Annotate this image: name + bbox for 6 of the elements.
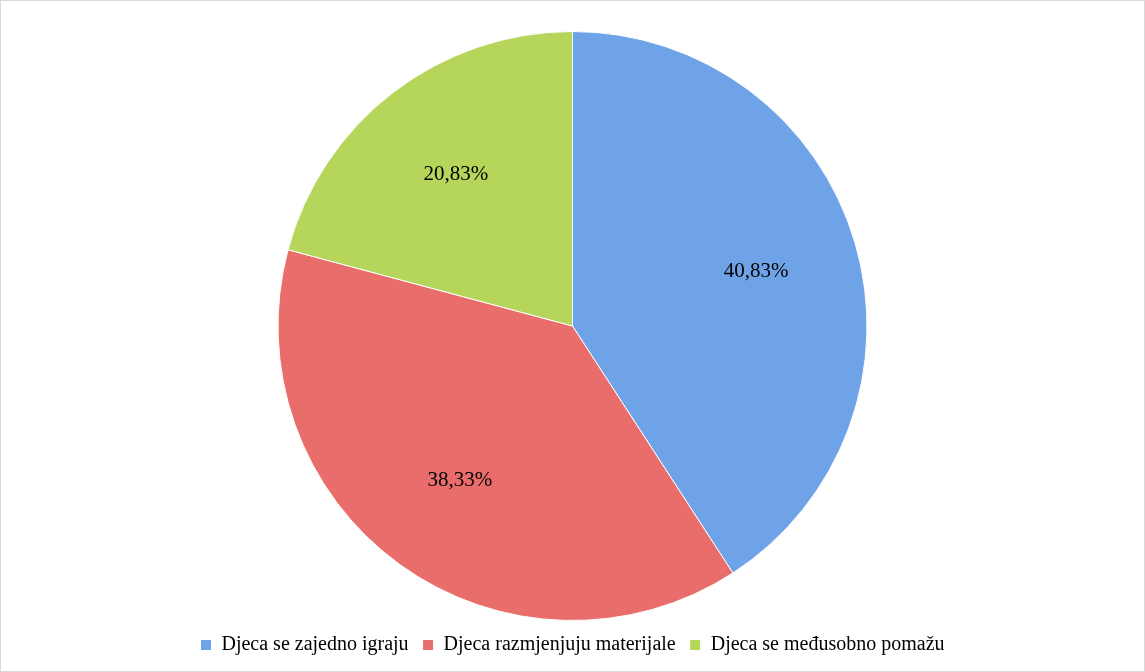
data-label: 38,33% (427, 467, 493, 492)
legend-label: Djeca se međusobno pomažu (710, 632, 945, 656)
legend-label: Djeca se zajedno igraju (221, 632, 409, 656)
data-label: 40,83% (723, 258, 789, 283)
legend-label: Djeca razmjenjuju materijale (443, 632, 676, 656)
data-label: 20,83% (423, 160, 489, 185)
